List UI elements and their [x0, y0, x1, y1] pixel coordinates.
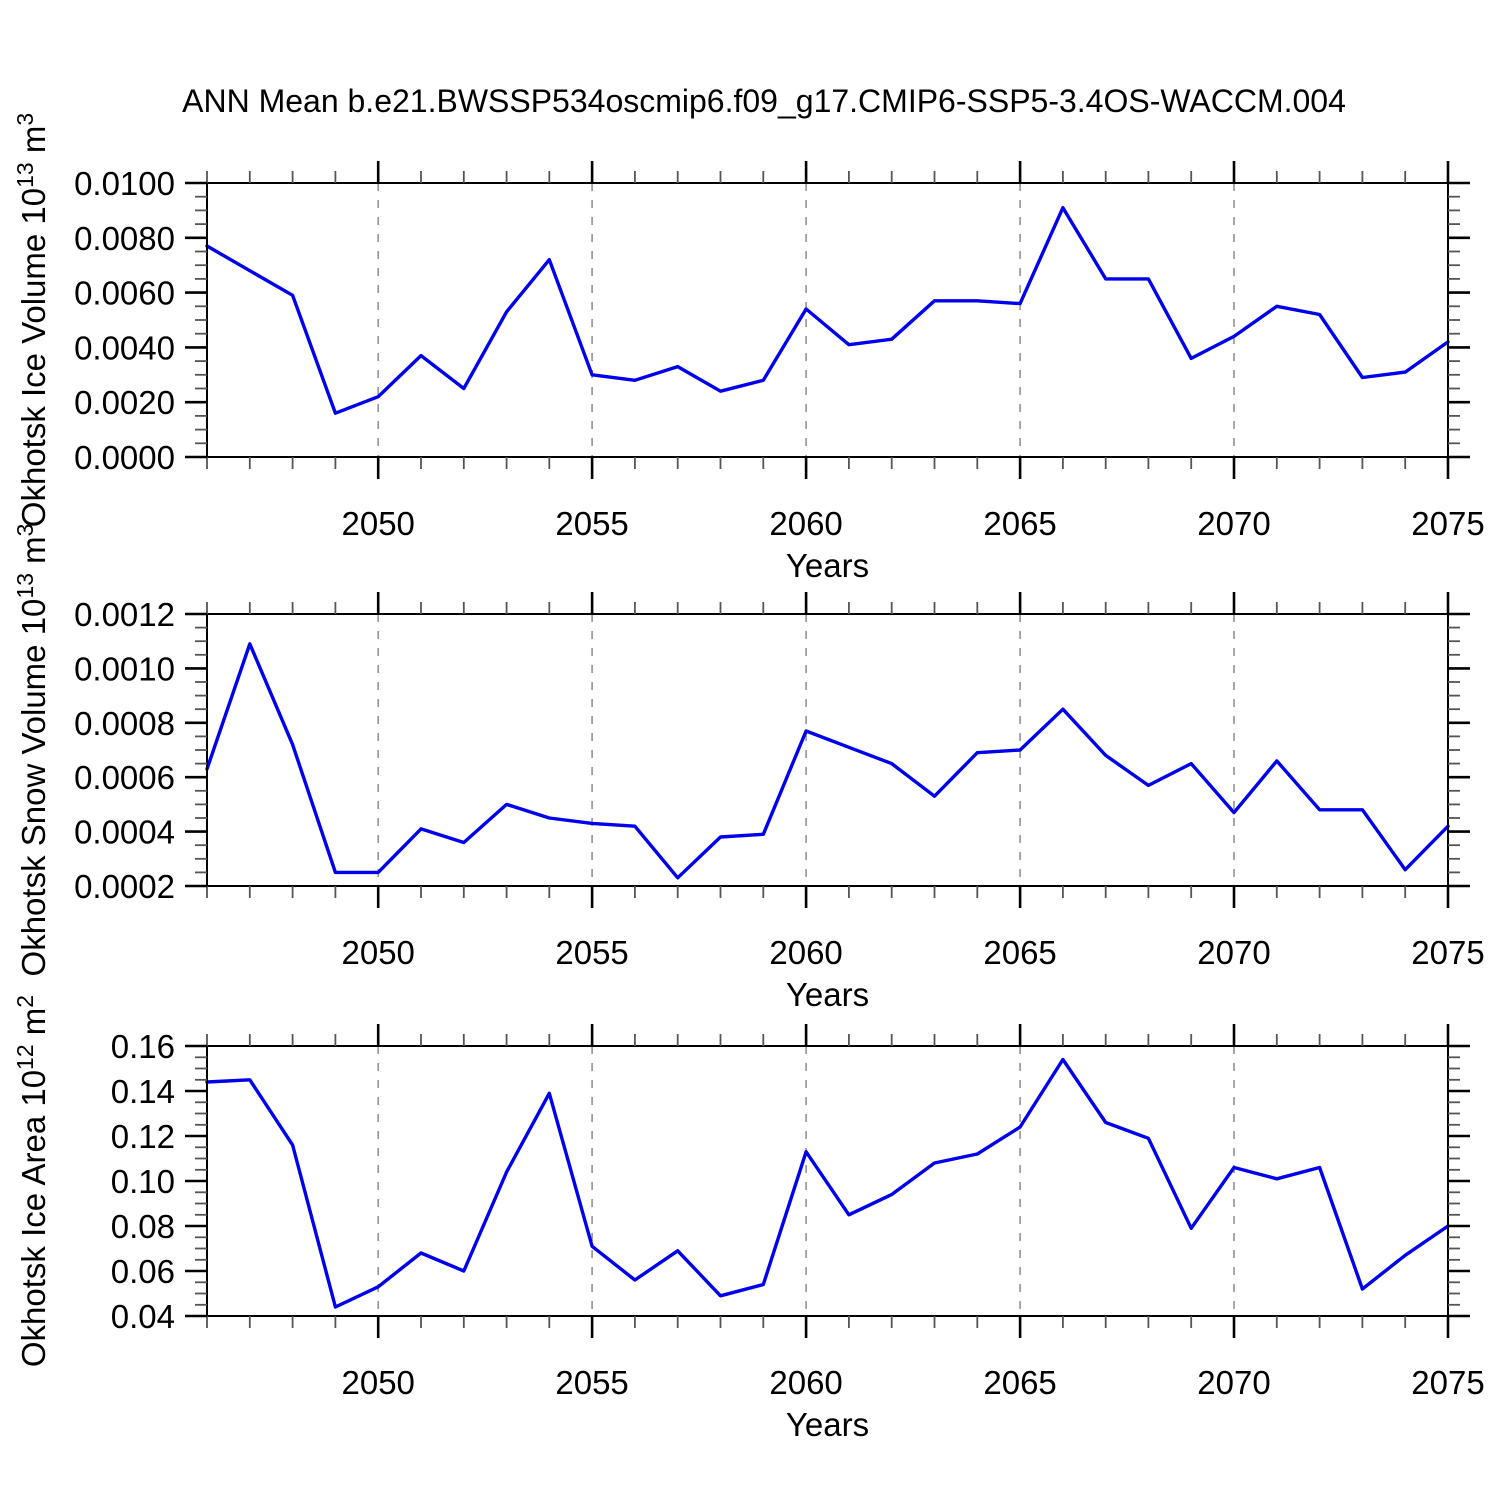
y-tick-label: 0.0006	[74, 759, 175, 796]
x-tick-label: 2050	[341, 934, 414, 971]
x-tick-label: 2075	[1411, 1364, 1484, 1401]
data-line-snow-volume	[205, 642, 1450, 880]
y-tick-label: 0.0000	[74, 439, 175, 476]
x-tick-label: 2065	[983, 505, 1056, 542]
y-axis-title: Okhotsk Ice Area 1012 m2	[12, 995, 52, 1367]
x-tick-label: 2060	[769, 934, 842, 971]
x-tick-label: 2065	[983, 934, 1056, 971]
x-tick-label: 2050	[341, 1364, 414, 1401]
x-tick-label: 2050	[341, 505, 414, 542]
y-tick-label: 0.16	[111, 1028, 175, 1065]
x-tick-label: 2065	[983, 1364, 1056, 1401]
y-tick-label: 0.0004	[74, 814, 175, 851]
y-tick-label: 0.06	[111, 1253, 175, 1290]
y-tick-label: 0.14	[111, 1073, 175, 1110]
y-tick-label: 0.0020	[74, 384, 175, 421]
x-tick-label: 2070	[1197, 505, 1270, 542]
plot-box	[206, 182, 1449, 458]
panel-ice-area: 2050 2055 2060 2065 2070 2075 Years 0.04 0.06 0.0…	[12, 995, 1485, 1443]
x-tick-label: 2070	[1197, 1364, 1270, 1401]
chart-title: ANN Mean b.e21.BWSSP534oscmip6.f09_g17.C…	[182, 83, 1346, 119]
plot-box	[206, 613, 1449, 887]
y-tick-label: 0.10	[111, 1163, 175, 1200]
y-tick-label: 0.0012	[74, 596, 175, 633]
x-tick-label: 2060	[769, 1364, 842, 1401]
x-tick-label: 2055	[555, 505, 628, 542]
x-tick-label: 2075	[1411, 505, 1484, 542]
panels-group: 2050 2055 2060 2065 2070 2075 Years 0.0000 0.002…	[12, 113, 1485, 1443]
y-axis-title: Okhotsk Snow Volume 1013 m3	[12, 524, 52, 977]
y-tick-label: 0.0100	[74, 165, 175, 202]
y-tick-label: 0.0008	[74, 705, 175, 742]
y-tick-label: 0.08	[111, 1208, 175, 1245]
y-tick-label: 0.12	[111, 1118, 175, 1155]
x-tick-label: 2060	[769, 505, 842, 542]
y-tick-label: 0.0002	[74, 868, 175, 905]
y-axis-title: Okhotsk Ice Volume 1013 m3	[12, 113, 52, 527]
panel-ice-volume: 2050 2055 2060 2065 2070 2075 Years 0.0000 0.002…	[12, 113, 1485, 584]
y-tick-label: 0.0080	[74, 220, 175, 257]
x-axis-title: Years	[786, 1406, 869, 1443]
x-axis-title: Years	[786, 547, 869, 584]
data-line-ice-area	[205, 1057, 1450, 1309]
x-tick-label: 2075	[1411, 934, 1484, 971]
y-tick-label: 0.0010	[74, 650, 175, 687]
x-tick-label: 2055	[555, 1364, 628, 1401]
y-tick-label: 0.04	[111, 1298, 175, 1335]
y-tick-label: 0.0040	[74, 329, 175, 366]
x-tick-label: 2055	[555, 934, 628, 971]
x-axis-title: Years	[786, 976, 869, 1013]
data-line-ice-volume	[205, 205, 1450, 415]
x-tick-label: 2070	[1197, 934, 1270, 971]
panel-snow-volume: 2050 2055 2060 2065 2070 2075 Years 0.0002 0.000…	[12, 524, 1485, 1013]
y-tick-label: 0.0060	[74, 275, 175, 312]
